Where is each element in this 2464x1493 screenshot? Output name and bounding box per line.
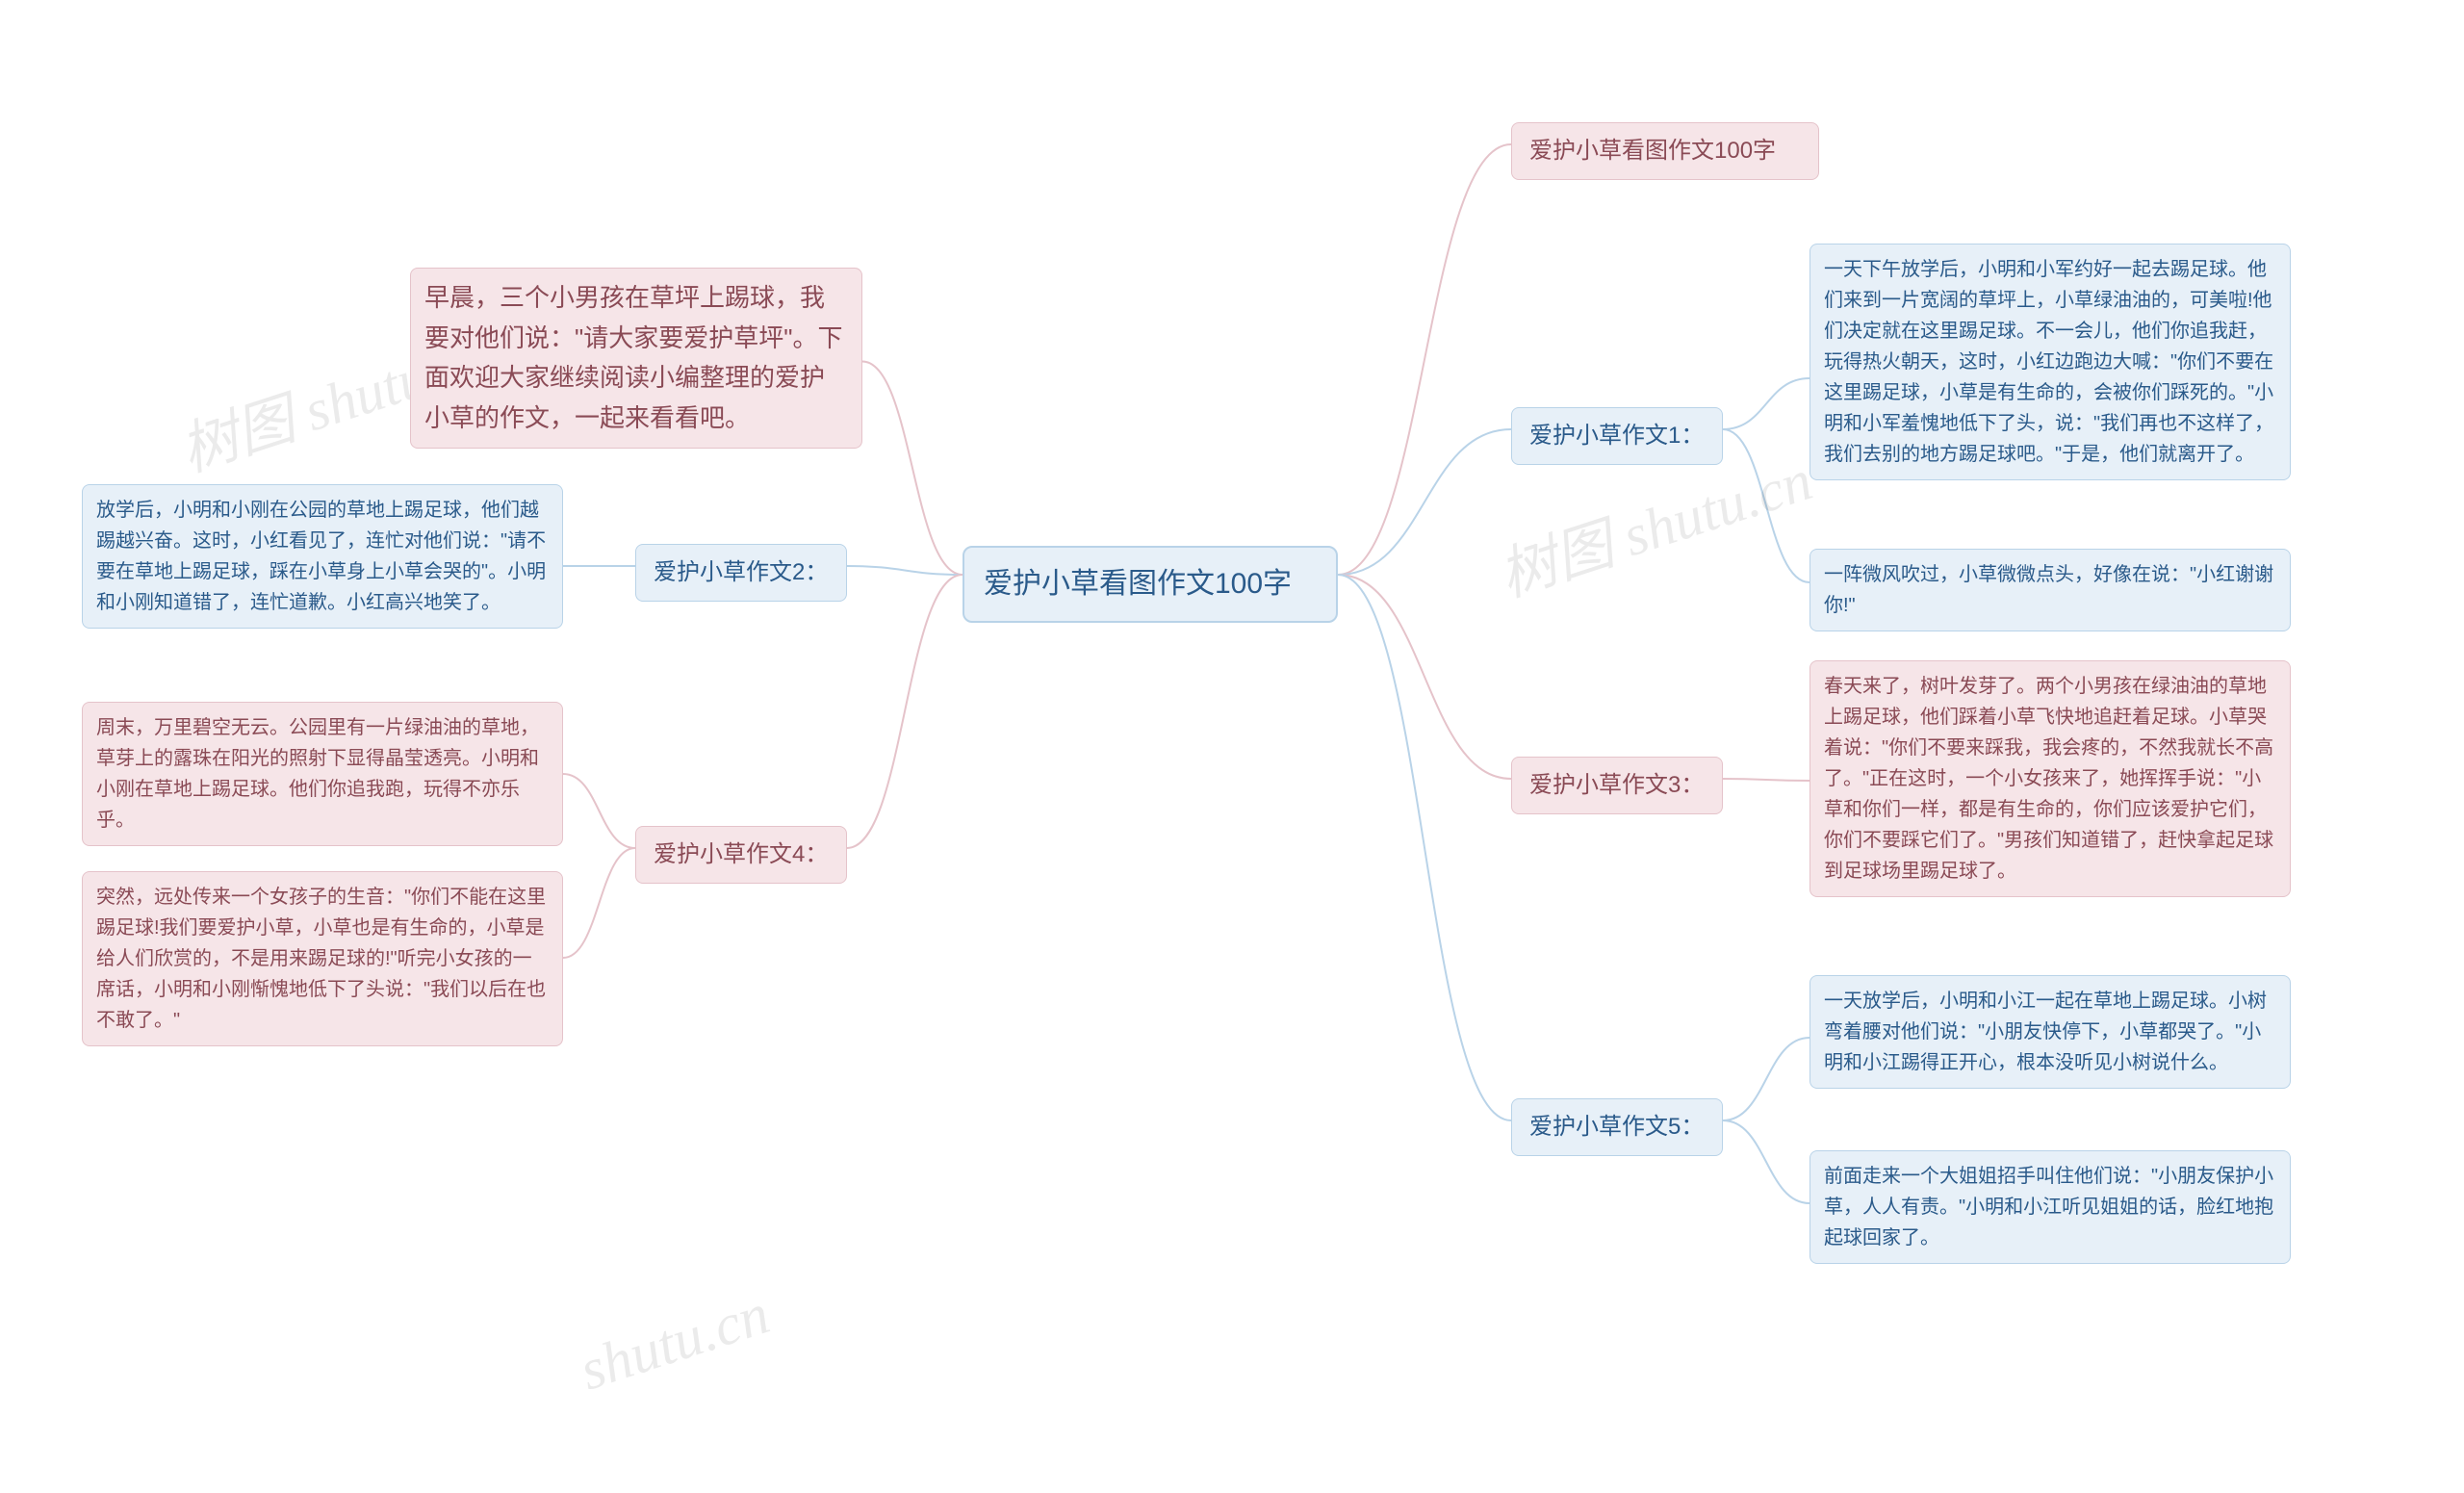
branch-essay-1[interactable]: 爱护小草作文1： — [1511, 407, 1723, 465]
branch-essay-4[interactable]: 爱护小草作文4： — [635, 826, 847, 884]
essay-5-leaf-1: 一天放学后，小明和小江一起在草地上踢足球。小树弯着腰对他们说："小朋友快停下，小… — [1810, 975, 2291, 1089]
essay-3-leaf: 春天来了，树叶发芽了。两个小男孩在绿油油的草地上踢足球，他们踩着小草飞快地追赶着… — [1810, 660, 2291, 897]
essay-1-leaf-2: 一阵微风吹过，小草微微点头，好像在说："小红谢谢你!" — [1810, 549, 2291, 631]
watermark-3: shutu.cn — [572, 1281, 777, 1404]
right-title-node[interactable]: 爱护小草看图作文100字 — [1511, 122, 1819, 180]
essay-1-leaf-1: 一天下午放学后，小明和小军约好一起去踢足球。他们来到一片宽阔的草坪上，小草绿油油… — [1810, 244, 2291, 480]
intro-leaf: 早晨，三个小男孩在草坪上踢球，我要对他们说："请大家要爱护草坪"。下面欢迎大家继… — [410, 268, 862, 449]
center-node[interactable]: 爱护小草看图作文100字 — [962, 546, 1338, 623]
branch-essay-3[interactable]: 爱护小草作文3： — [1511, 757, 1723, 814]
branch-essay-2[interactable]: 爱护小草作文2： — [635, 544, 847, 602]
essay-4-leaf-2: 突然，远处传来一个女孩子的生音："你们不能在这里踢足球!我们要爱护小草，小草也是… — [82, 871, 563, 1046]
branch-essay-5[interactable]: 爱护小草作文5： — [1511, 1098, 1723, 1156]
essay-4-leaf-1: 周末，万里碧空无云。公园里有一片绿油油的草地，草芽上的露珠在阳光的照射下显得晶莹… — [82, 702, 563, 846]
essay-2-leaf: 放学后，小明和小刚在公园的草地上踢足球，他们越踢越兴奋。这时，小红看见了，连忙对… — [82, 484, 563, 629]
essay-5-leaf-2: 前面走来一个大姐姐招手叫住他们说："小朋友保护小草，人人有责。"小明和小江听见姐… — [1810, 1150, 2291, 1264]
